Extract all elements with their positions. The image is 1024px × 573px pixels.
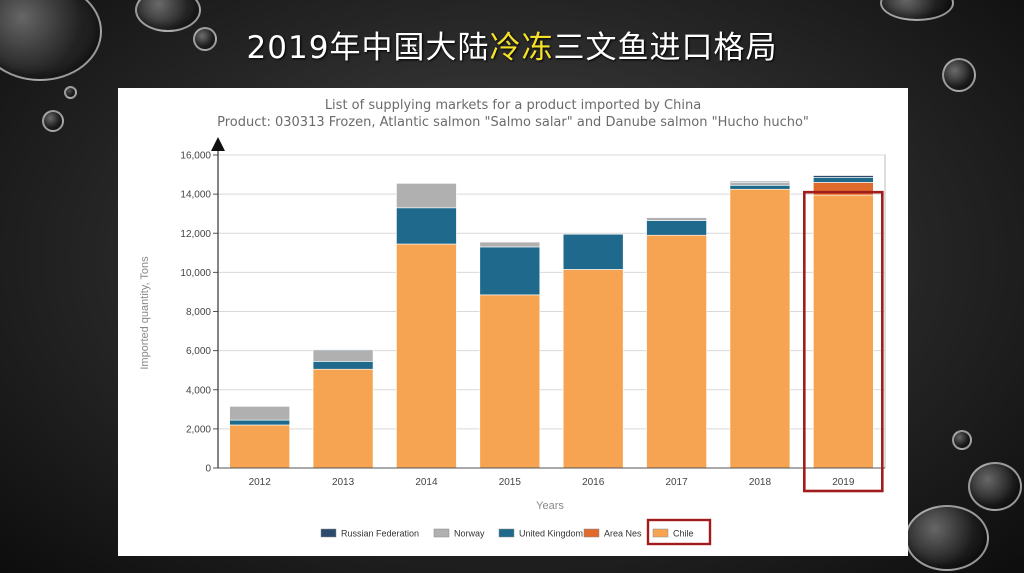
legend-label: Area Nes bbox=[604, 529, 642, 539]
legend-label: United Kingdom bbox=[519, 529, 583, 539]
chart-panel: List of supplying markets for a product … bbox=[118, 88, 908, 556]
water-drop-icon bbox=[968, 462, 1022, 511]
x-tick-label: 2019 bbox=[832, 477, 855, 488]
water-drop-icon bbox=[42, 110, 64, 132]
x-tick-label: 2015 bbox=[499, 477, 522, 488]
water-drop-icon bbox=[942, 58, 976, 92]
legend-label: Russian Federation bbox=[341, 529, 419, 539]
x-tick-label: 2016 bbox=[582, 477, 605, 488]
bar-united-kingdom-2019 bbox=[813, 177, 874, 183]
slide-title-part1: 2019年中国大陆 bbox=[246, 30, 490, 66]
x-tick-label: 2013 bbox=[332, 477, 355, 488]
y-tick-label: 2,000 bbox=[186, 424, 211, 435]
bar-chile-2014 bbox=[396, 243, 457, 469]
chart-title: List of supplying markets for a product … bbox=[325, 98, 701, 113]
water-drop-icon bbox=[952, 430, 972, 450]
slide-title: 2019年中国大陆冷冻三文鱼进口格局 bbox=[0, 22, 1024, 67]
legend: Russian Federation Norway United Kingdom Ar… bbox=[320, 518, 712, 546]
bar-united-kingdom-2014 bbox=[396, 207, 457, 245]
y-tick-label: 6,000 bbox=[186, 346, 211, 357]
y-tick-label: 10,000 bbox=[180, 268, 211, 279]
bar-norway-2013 bbox=[312, 350, 374, 362]
bar-chile-2017 bbox=[646, 234, 707, 469]
y-tick-label: 12,000 bbox=[180, 229, 211, 240]
bar-russian-federation-2013 bbox=[312, 349, 374, 351]
x-axis-label: Years bbox=[536, 500, 564, 512]
slide-title-part2: 三文鱼进口格局 bbox=[553, 30, 778, 66]
y-axis-label: Imported quantity, Tons bbox=[139, 256, 151, 370]
bar-chile-2015 bbox=[479, 294, 541, 469]
y-tick-label: 8,000 bbox=[186, 307, 211, 318]
y-tick-label: 0 bbox=[205, 464, 211, 475]
y-tick-label: 14,000 bbox=[180, 190, 211, 201]
bar-chile-2019 bbox=[813, 194, 874, 469]
legend-label: Chile bbox=[673, 529, 694, 539]
legend-label: Norway bbox=[454, 529, 485, 539]
bar-chile-2012 bbox=[229, 424, 290, 469]
bar-chile-2018 bbox=[729, 188, 791, 469]
bar-united-kingdom-2017 bbox=[646, 220, 707, 236]
bar-norway-2012 bbox=[229, 406, 290, 421]
highlight-box-2019 bbox=[803, 190, 884, 493]
bar-russian-federation-2019 bbox=[813, 175, 874, 178]
bar-united-kingdom-2012 bbox=[229, 419, 290, 426]
water-drop-icon bbox=[193, 27, 217, 51]
bars bbox=[229, 175, 874, 469]
x-tick-label: 2014 bbox=[415, 477, 438, 488]
legend-swatch bbox=[498, 528, 515, 538]
x-tick-label: 2018 bbox=[749, 477, 772, 488]
bar-norway-2015 bbox=[479, 241, 541, 248]
chart-subtitle: Product: 030313 Frozen, Atlantic salmon … bbox=[217, 115, 809, 130]
x-tick-label: 2012 bbox=[249, 477, 272, 488]
bar-united-kingdom-2018 bbox=[729, 185, 791, 190]
bar-chile-2016 bbox=[562, 269, 624, 469]
water-drop-icon bbox=[905, 505, 989, 571]
water-drop-icon bbox=[880, 0, 954, 21]
bar-united-kingdom-2013 bbox=[312, 361, 374, 370]
stacked-bar-chart: List of supplying markets for a product … bbox=[139, 98, 886, 546]
highlight-box-legend bbox=[646, 518, 712, 546]
y-tick-label: 16,000 bbox=[180, 151, 211, 162]
bar-united-kingdom-2015 bbox=[479, 246, 541, 296]
bar-norway-2017 bbox=[646, 217, 707, 221]
bar-norway-2018 bbox=[729, 182, 791, 186]
bar-norway-2014 bbox=[396, 183, 457, 209]
x-tick-label: 2017 bbox=[665, 477, 688, 488]
y-tick-label: 4,000 bbox=[186, 385, 211, 396]
legend-swatch bbox=[583, 528, 600, 538]
legend-swatch bbox=[320, 528, 337, 538]
y-axis-arrow-icon bbox=[211, 137, 225, 151]
legend-swatch bbox=[652, 528, 669, 538]
axes: 0 2,000 4,000 6,000 8,000 10,000 12,000 14,000 1… bbox=[180, 137, 885, 493]
slide-title-highlight: 冷冻 bbox=[489, 30, 554, 66]
water-drop-icon bbox=[64, 86, 77, 99]
legend-swatch bbox=[433, 528, 450, 538]
bar-chile-2013 bbox=[312, 368, 374, 469]
bar-russian-federation-2018 bbox=[729, 181, 791, 183]
bar-united-kingdom-2016 bbox=[562, 233, 624, 270]
